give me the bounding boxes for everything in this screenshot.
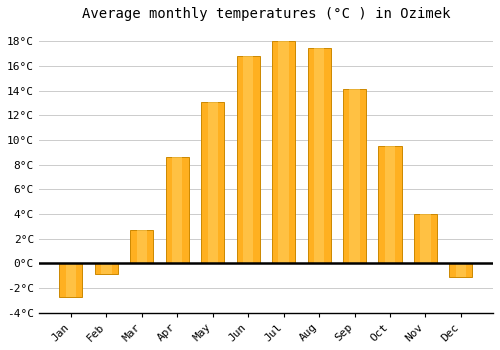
- Bar: [101, 263, 112, 274]
- Bar: [385, 146, 395, 263]
- Bar: [308, 48, 330, 263]
- Bar: [136, 230, 147, 263]
- Bar: [208, 102, 218, 263]
- Bar: [456, 263, 466, 277]
- Bar: [414, 214, 437, 263]
- Bar: [378, 146, 402, 263]
- Bar: [66, 263, 76, 296]
- Bar: [450, 263, 472, 277]
- Bar: [243, 56, 254, 263]
- Title: Average monthly temperatures (°C ) in Ozimek: Average monthly temperatures (°C ) in Oz…: [82, 7, 450, 21]
- Bar: [60, 263, 82, 296]
- Bar: [314, 48, 324, 263]
- Bar: [420, 214, 430, 263]
- Bar: [172, 157, 182, 263]
- Bar: [201, 102, 224, 263]
- Bar: [236, 56, 260, 263]
- Bar: [166, 157, 189, 263]
- Bar: [272, 41, 295, 263]
- Bar: [95, 263, 118, 274]
- Bar: [343, 90, 366, 263]
- Bar: [350, 90, 360, 263]
- Bar: [130, 230, 154, 263]
- Bar: [278, 41, 289, 263]
